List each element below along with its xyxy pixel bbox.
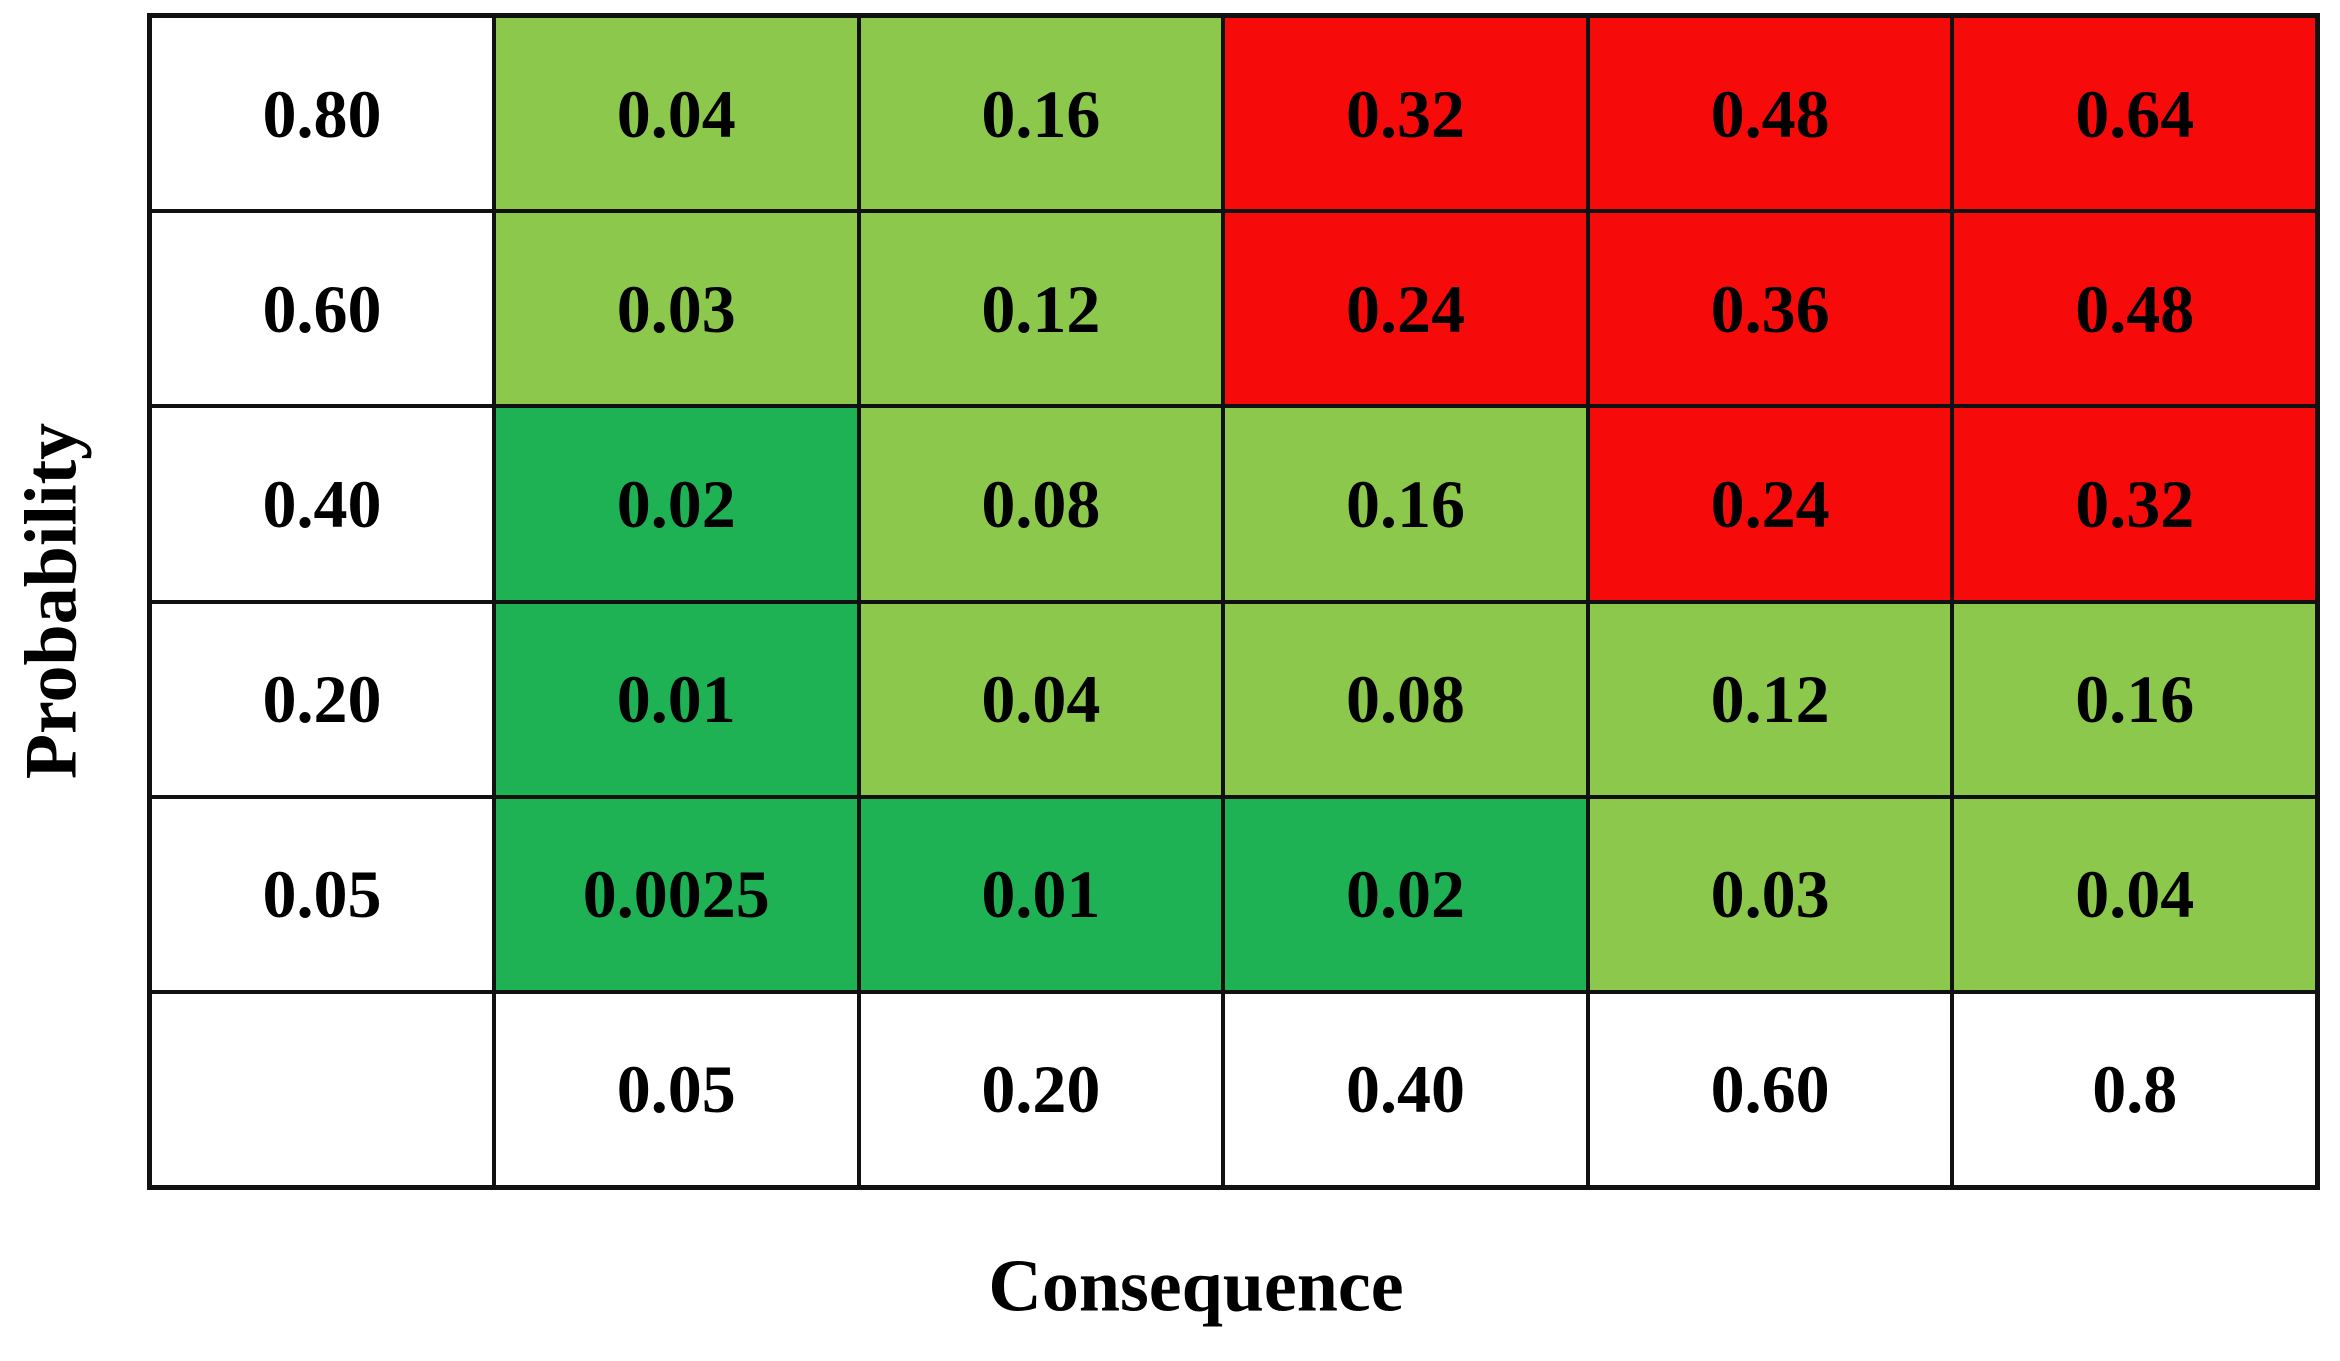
- y-axis-title: Probability: [10, 422, 93, 780]
- probability-tick-cell: 0.80: [152, 18, 492, 210]
- matrix-cell: 0.16: [860, 18, 1222, 210]
- matrix-cell: 0.24: [1225, 213, 1586, 405]
- matrix-cell: 0.48: [1589, 18, 1951, 210]
- consequence-tick-cell: 0.60: [1589, 993, 1951, 1185]
- matrix-cell: 0.04: [496, 18, 857, 210]
- corner-cell: [152, 993, 492, 1185]
- matrix-cell: 0.48: [1954, 213, 2315, 405]
- matrix-cell: 0.03: [496, 213, 857, 405]
- matrix-cell: 0.16: [1954, 603, 2315, 795]
- matrix-cell: 0.01: [860, 798, 1222, 990]
- matrix-cell: 0.03: [1589, 798, 1951, 990]
- matrix-cell: 0.04: [860, 603, 1222, 795]
- matrix-cell: 0.08: [860, 408, 1222, 600]
- probability-tick-cell: 0.60: [152, 213, 492, 405]
- matrix-cell: 0.32: [1954, 408, 2315, 600]
- consequence-tick-cell: 0.8: [1954, 993, 2315, 1185]
- matrix-cell: 0.08: [1225, 603, 1586, 795]
- matrix-cell: 0.16: [1225, 408, 1586, 600]
- probability-tick-cell: 0.05: [152, 798, 492, 990]
- x-axis-title: Consequence: [988, 1245, 1404, 1328]
- consequence-tick-cell: 0.20: [860, 993, 1222, 1185]
- matrix-cell: 0.36: [1589, 213, 1951, 405]
- matrix-cell: 0.24: [1589, 408, 1951, 600]
- matrix-cell: 0.01: [496, 603, 857, 795]
- matrix-cell: 0.02: [1225, 798, 1586, 990]
- matrix-cell: 0.04: [1954, 798, 2315, 990]
- matrix-cell: 0.12: [1589, 603, 1951, 795]
- probability-tick-cell: 0.40: [152, 408, 492, 600]
- consequence-tick-cell: 0.05: [496, 993, 857, 1185]
- matrix-cell: 0.12: [860, 213, 1222, 405]
- matrix-cell: 0.02: [496, 408, 857, 600]
- matrix-cell: 0.32: [1225, 18, 1586, 210]
- matrix-cell: 0.64: [1954, 18, 2315, 210]
- consequence-tick-cell: 0.40: [1225, 993, 1586, 1185]
- risk-matrix-grid: 0.80 0.04 0.16 0.32 0.48 0.64 0.60 0.03 0.12 0.24…: [147, 13, 2320, 1190]
- matrix-cell: 0.0025: [496, 798, 857, 990]
- probability-tick-cell: 0.20: [152, 603, 492, 795]
